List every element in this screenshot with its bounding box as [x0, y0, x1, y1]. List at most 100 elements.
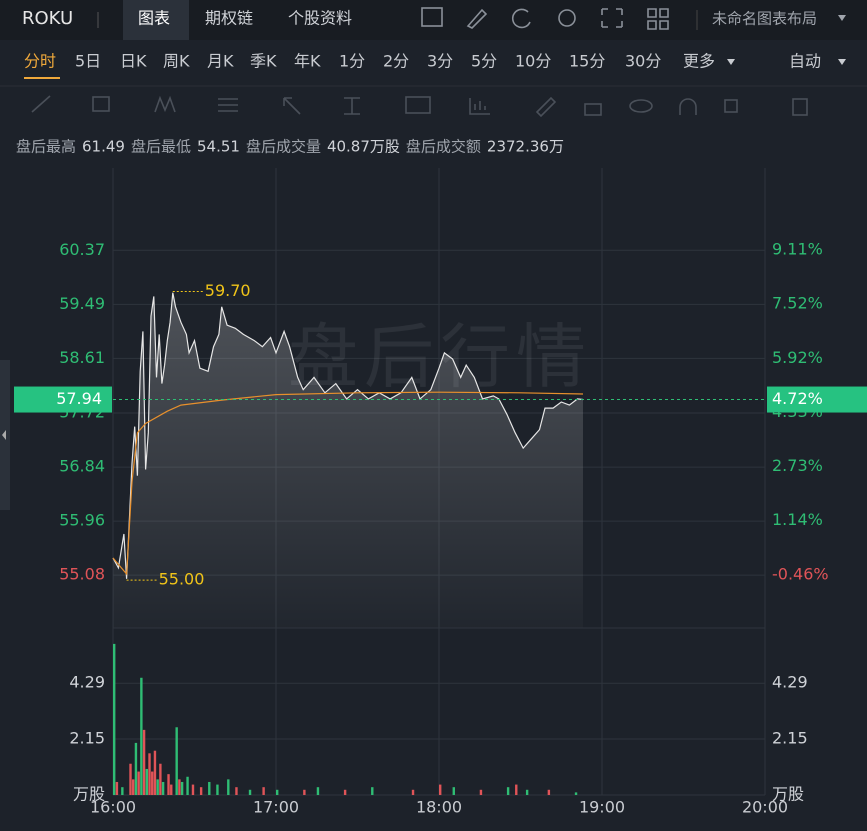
tool-icon[interactable]: [283, 97, 301, 115]
tool-icon[interactable]: [679, 98, 697, 115]
tool-icon[interactable]: [31, 95, 51, 113]
tool-icon[interactable]: [469, 98, 490, 115]
period-button[interactable]: 1分: [339, 52, 365, 71]
volume-bar: [167, 774, 170, 795]
y-tick-label: 万股: [73, 785, 105, 804]
current-price: 57.94: [56, 389, 102, 408]
y-tick-label-right: 万股: [772, 785, 804, 804]
period-button[interactable]: 5分: [471, 52, 497, 71]
tool-icon[interactable]: [535, 96, 557, 118]
y2-tick-label: 7.52%: [772, 293, 823, 312]
period-button[interactable]: 日K: [120, 52, 147, 71]
volume-bar: [132, 779, 135, 795]
volume-bar: [479, 789, 483, 795]
tab[interactable]: 个股资料: [288, 9, 352, 28]
tab[interactable]: 期权链: [205, 9, 253, 28]
info-value: 2372.36万: [487, 138, 564, 156]
volume-bar: [227, 779, 230, 795]
period-button[interactable]: 周K: [163, 52, 190, 71]
tool-icon[interactable]: [792, 98, 808, 116]
volume-bar: [153, 750, 157, 795]
drawing-tools[interactable]: [31, 95, 808, 118]
y-tick-label: 59.49: [59, 294, 105, 313]
icon[interactable]: [466, 8, 488, 29]
y-tick-label: 55.96: [59, 511, 105, 530]
x-tick-label: 19:00: [579, 798, 625, 817]
volume-bar: [316, 787, 320, 795]
symbol: ROKU: [22, 8, 73, 29]
volume-bar: [137, 771, 140, 795]
annotation-label: 59.70: [205, 281, 251, 300]
y-tick-label: 58.61: [59, 348, 105, 367]
caret[interactable]: [727, 59, 735, 65]
icon[interactable]: [647, 8, 669, 30]
caret[interactable]: [838, 59, 846, 65]
y-tick-label: 56.84: [59, 457, 105, 476]
volume-bar: [506, 787, 510, 795]
volume-bar: [156, 779, 159, 795]
period-button[interactable]: 季K: [250, 52, 277, 71]
y-tick-label: 55.08: [59, 565, 105, 584]
tool-icon[interactable]: [405, 96, 431, 114]
tool-icon[interactable]: [724, 99, 738, 113]
volume-bar: [371, 787, 374, 795]
tool-icon[interactable]: [584, 103, 602, 116]
y-tick-label: 2.15: [69, 728, 105, 747]
period-button[interactable]: 10分: [515, 52, 551, 71]
x-tick-label: 16:00: [90, 798, 136, 817]
icon[interactable]: [511, 8, 531, 29]
caret[interactable]: [838, 15, 846, 21]
icon[interactable]: [601, 8, 623, 28]
volume-bar: [115, 781, 119, 795]
period-button[interactable]: 3分: [427, 52, 453, 71]
y2-tick-label: 9.11%: [772, 239, 823, 258]
volume-bar: [134, 742, 138, 795]
period-button[interactable]: 年K: [294, 52, 321, 71]
volume-bar: [525, 789, 529, 795]
current-change-badge: [767, 386, 867, 413]
volume-bar: [208, 781, 211, 795]
period-button[interactable]: 15分: [569, 52, 605, 71]
period-button[interactable]: 2分: [383, 52, 409, 71]
volume-bar: [178, 779, 181, 795]
y2-tick-label: 1.14%: [772, 510, 823, 529]
x-tick-label: 18:00: [416, 798, 462, 817]
volume-bar: [439, 784, 442, 795]
tool-icon[interactable]: [629, 99, 653, 113]
tool-icon[interactable]: [218, 98, 238, 112]
period-mode[interactable]: 自动: [789, 52, 821, 71]
volume-bar: [175, 727, 178, 795]
collapse-arrow[interactable]: [2, 430, 6, 440]
icon[interactable]: [421, 7, 443, 27]
x-tick-label: 20:00: [742, 798, 788, 817]
volume-bar: [145, 768, 148, 795]
volume-bar: [235, 787, 238, 795]
volume-bar: [180, 781, 184, 795]
volume-bar: [411, 789, 415, 795]
volume-bar: [452, 787, 455, 795]
top-icons[interactable]: [421, 7, 669, 30]
info-value: 54.51: [197, 138, 240, 156]
period-button[interactable]: 30分: [625, 52, 661, 71]
annotation-label: 55.00: [159, 570, 205, 589]
info-value: 61.49: [82, 138, 125, 156]
tool-icon[interactable]: [344, 97, 360, 115]
period-button[interactable]: 月K: [207, 52, 234, 71]
tab[interactable]: 图表: [138, 9, 170, 28]
volume-bar: [186, 776, 189, 795]
info-label: 盘后成交量: [246, 138, 321, 156]
volume-bar: [142, 729, 146, 795]
y-tick-label: 60.37: [59, 240, 105, 259]
tool-icon[interactable]: [92, 96, 110, 112]
current-change: 4.72%: [772, 389, 823, 408]
period-button[interactable]: 更多: [683, 52, 715, 71]
price-area: [113, 292, 583, 628]
volume-bar: [140, 677, 143, 795]
layout-name[interactable]: 未命名图表布局: [712, 10, 817, 28]
volume-bar: [161, 781, 165, 795]
volume-bar: [159, 763, 162, 795]
period-button[interactable]: 分时: [24, 52, 56, 71]
tool-icon[interactable]: [154, 95, 176, 113]
period-button[interactable]: 5日: [75, 52, 101, 71]
icon[interactable]: [558, 9, 576, 27]
